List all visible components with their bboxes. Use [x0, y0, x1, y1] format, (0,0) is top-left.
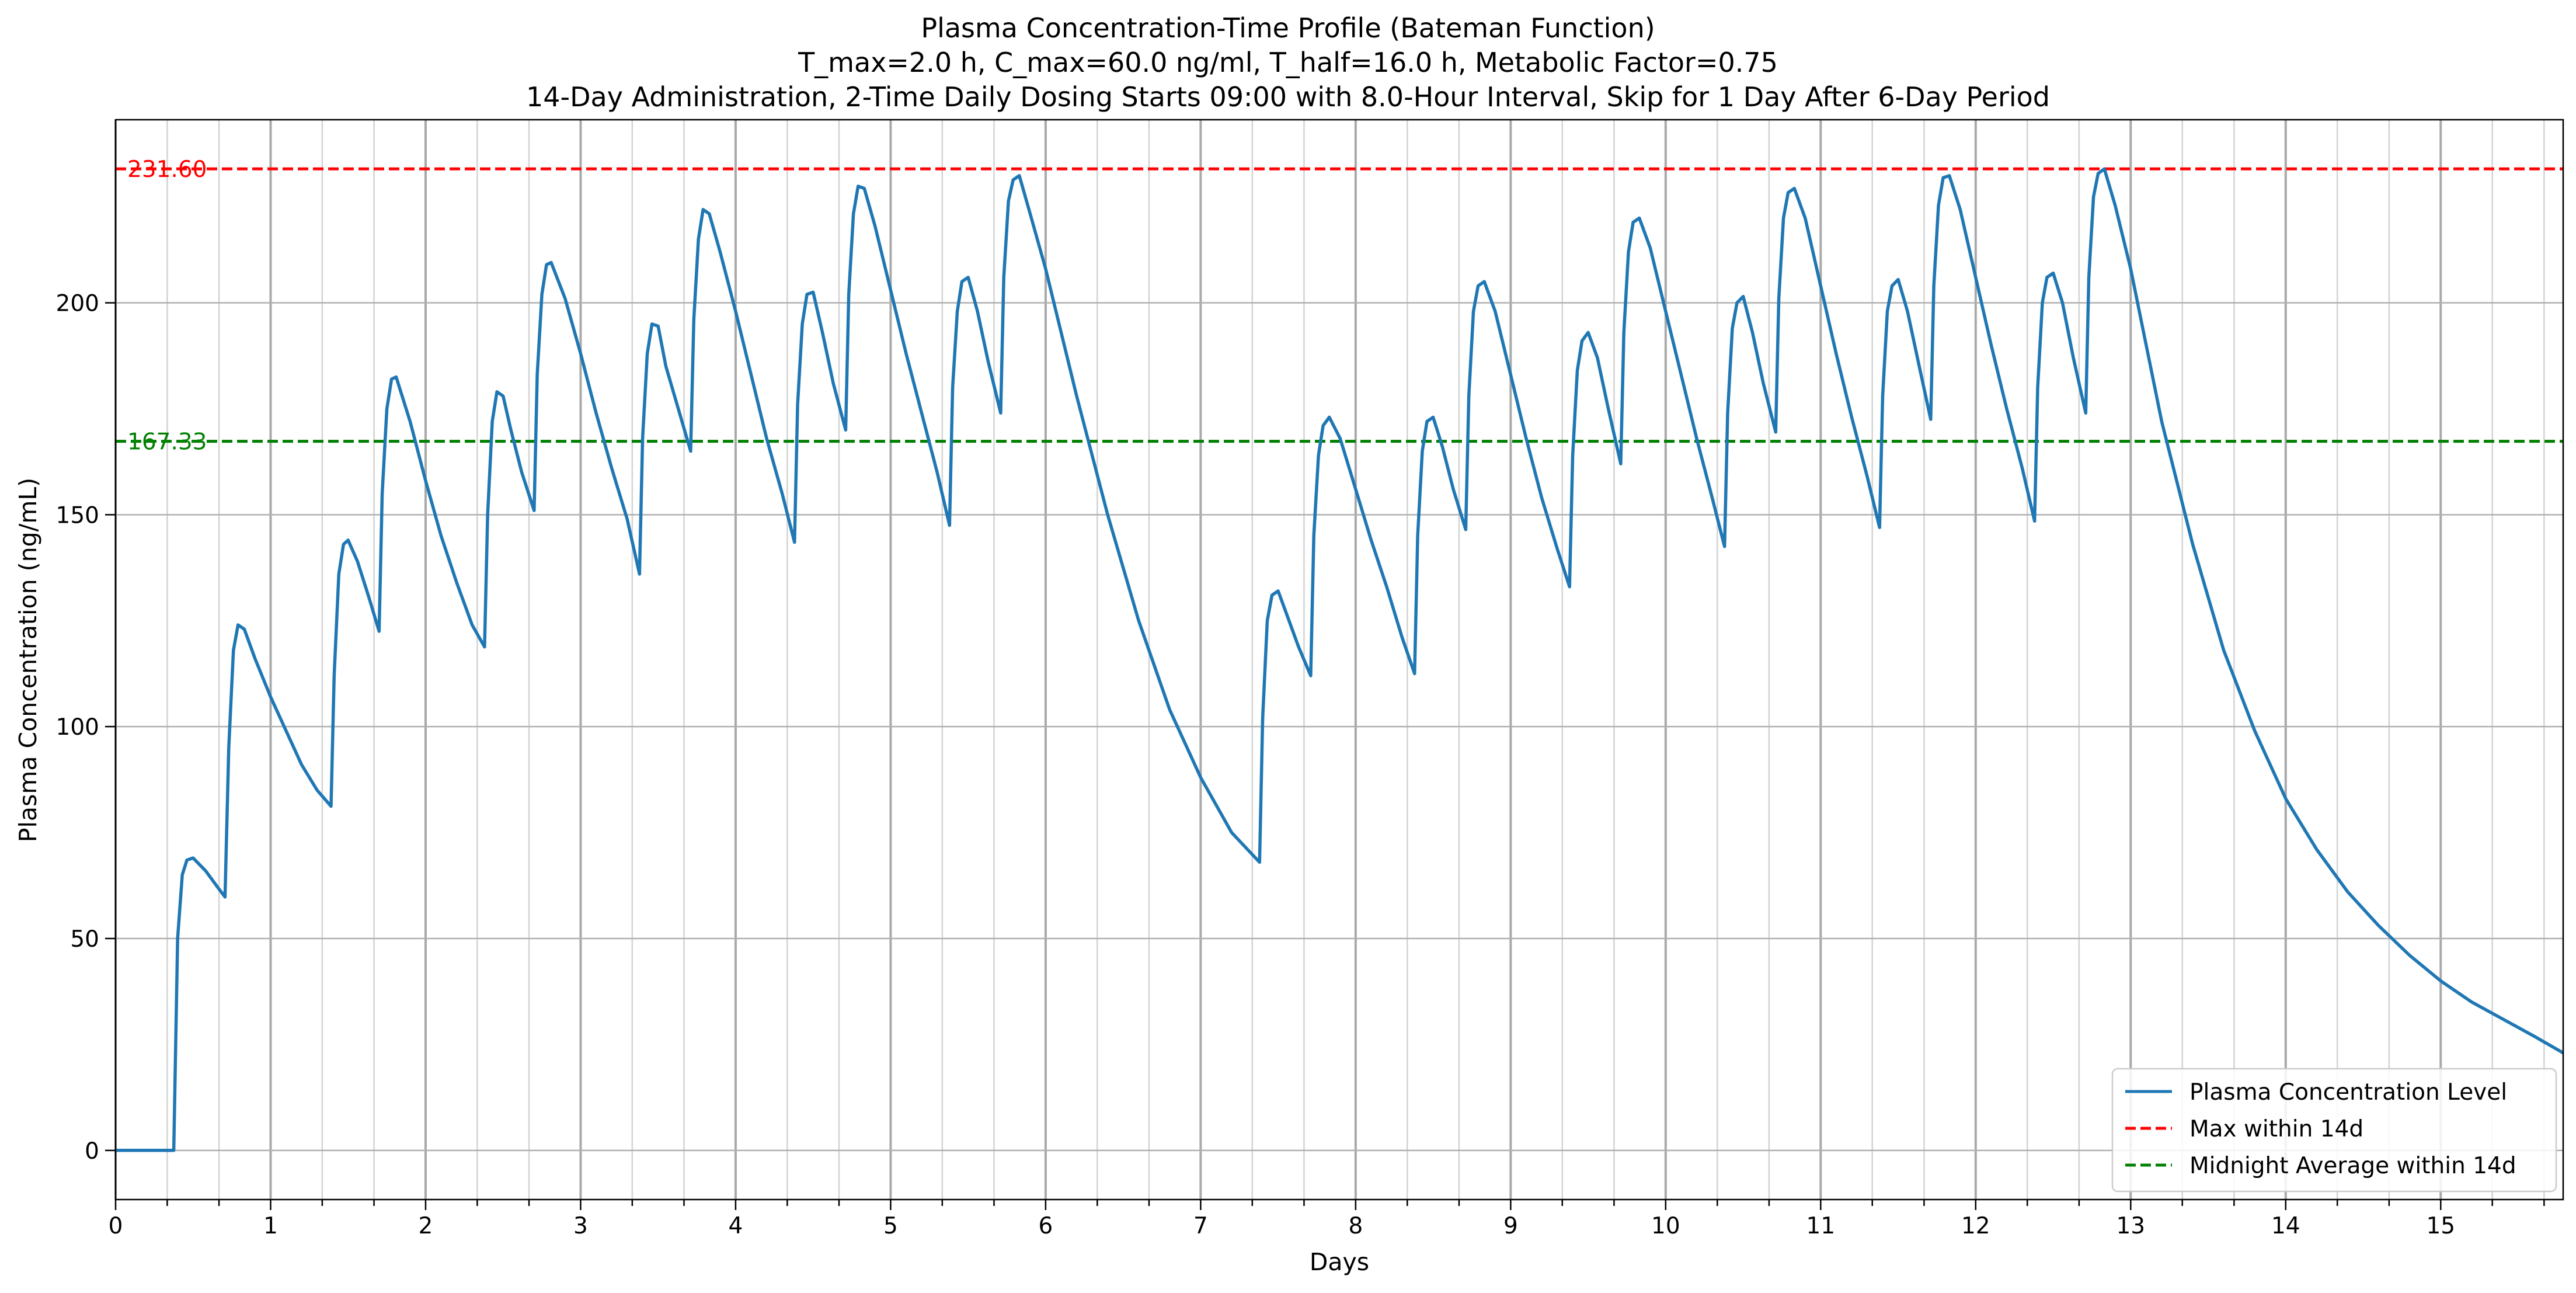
x-tick-label: 5 — [883, 1213, 898, 1239]
reference-line-label: 231.60 — [127, 157, 207, 183]
x-tick-label: 0 — [109, 1213, 123, 1239]
y-tick-label: 200 — [56, 290, 99, 317]
x-tick-label: 12 — [1961, 1213, 1990, 1239]
x-tick-label: 7 — [1193, 1213, 1208, 1239]
x-tick-label: 8 — [1348, 1213, 1363, 1239]
x-tick-label: 6 — [1038, 1213, 1053, 1239]
y-axis-label: Plasma Concentration (ng/mL) — [14, 478, 42, 842]
y-tick-label: 50 — [70, 926, 99, 953]
x-axis-label: Days — [1310, 1248, 1369, 1276]
y-tick-label: 150 — [56, 502, 99, 529]
legend-box — [2111, 1068, 2557, 1193]
legend-label-max: Max within 14d — [2189, 1116, 2363, 1142]
chart-title-line-3: 14-Day Administration, 2-Time Daily Dosi… — [526, 81, 2050, 113]
x-tick-label: 14 — [2271, 1213, 2300, 1239]
x-tick-label: 13 — [2116, 1213, 2145, 1239]
x-tick-label: 10 — [1651, 1213, 1680, 1239]
y-tick-label: 0 — [85, 1138, 99, 1165]
x-tick-label: 3 — [573, 1213, 588, 1239]
chart-title-line-1: Plasma Concentration-Time Profile (Batem… — [921, 12, 1655, 44]
series-line-concentration — [116, 167, 2564, 1152]
x-tick-label: 2 — [419, 1213, 433, 1239]
series-layer — [116, 167, 2564, 1152]
x-tick-label: 4 — [729, 1213, 743, 1239]
x-axis: 0 1 2 3 4 5 6 7 8 9 10 11 12 13 14 15 — [109, 1200, 2545, 1239]
chart-title-line-2: T_max=2.0 h, C_max=60.0 ng/ml, T_half=16… — [798, 47, 1778, 78]
legend-label-concentration: Plasma Concentration Level — [2189, 1079, 2507, 1106]
legend-label-midnight-average: Midnight Average within 14d — [2189, 1153, 2516, 1179]
legend: Plasma Concentration Level Max within 14… — [2111, 1068, 2557, 1193]
reference-line-label: 167.33 — [127, 429, 207, 456]
chart-title: Plasma Concentration-Time Profile (Batem… — [526, 12, 2050, 113]
x-tick-label: 11 — [1806, 1213, 1836, 1239]
x-tick-label: 9 — [1503, 1213, 1518, 1239]
x-tick-label: 1 — [263, 1213, 278, 1239]
y-tick-label: 100 — [56, 714, 99, 741]
y-axis: 0 50 100 150 200 — [56, 290, 116, 1165]
plot-area-frame — [114, 119, 2564, 1201]
x-tick-label: 15 — [2426, 1213, 2455, 1239]
